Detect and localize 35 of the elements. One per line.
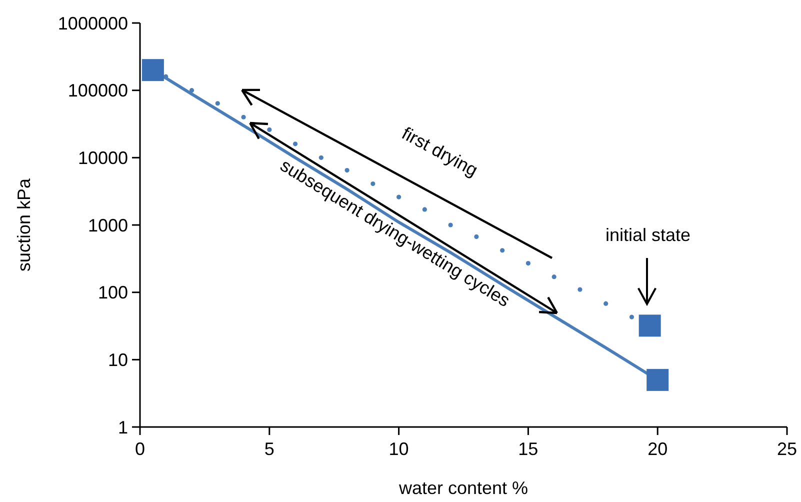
x-tick-label: 5: [264, 439, 274, 459]
y-tick-label: 100000: [68, 80, 128, 101]
x-tick-label: 10: [388, 439, 409, 459]
point: [215, 101, 220, 106]
point: [422, 207, 427, 212]
x-tick-label: 15: [518, 439, 538, 459]
point: [638, 314, 661, 337]
point: [396, 194, 402, 200]
x-tick-label: 25: [776, 439, 798, 459]
point: [500, 248, 505, 253]
point: [629, 314, 634, 320]
point: [267, 127, 272, 132]
y-tick-label: 1: [118, 417, 128, 438]
point: [292, 142, 298, 146]
point: [646, 368, 669, 391]
y-tick-label: 10: [108, 350, 128, 370]
point: [370, 181, 376, 186]
point: [474, 234, 479, 240]
point: [189, 88, 194, 93]
x-tick-label: 0: [134, 439, 146, 459]
point: [552, 274, 556, 280]
point: [142, 59, 164, 82]
annotation: initial state: [605, 225, 691, 245]
x-axis-title: water content %: [398, 478, 528, 498]
y-tick-label: 1000000: [58, 13, 128, 34]
point: [526, 260, 530, 266]
point: [604, 301, 608, 306]
x-tick-label: 20: [648, 439, 668, 459]
point: [318, 155, 324, 160]
y-tick-label: 10000: [78, 148, 128, 168]
y-axis-title: suction kPa: [14, 177, 34, 272]
point: [578, 287, 582, 292]
y-tick-label: 100: [98, 282, 128, 303]
y-tick-label: 1000: [88, 215, 128, 236]
point: [241, 114, 246, 120]
